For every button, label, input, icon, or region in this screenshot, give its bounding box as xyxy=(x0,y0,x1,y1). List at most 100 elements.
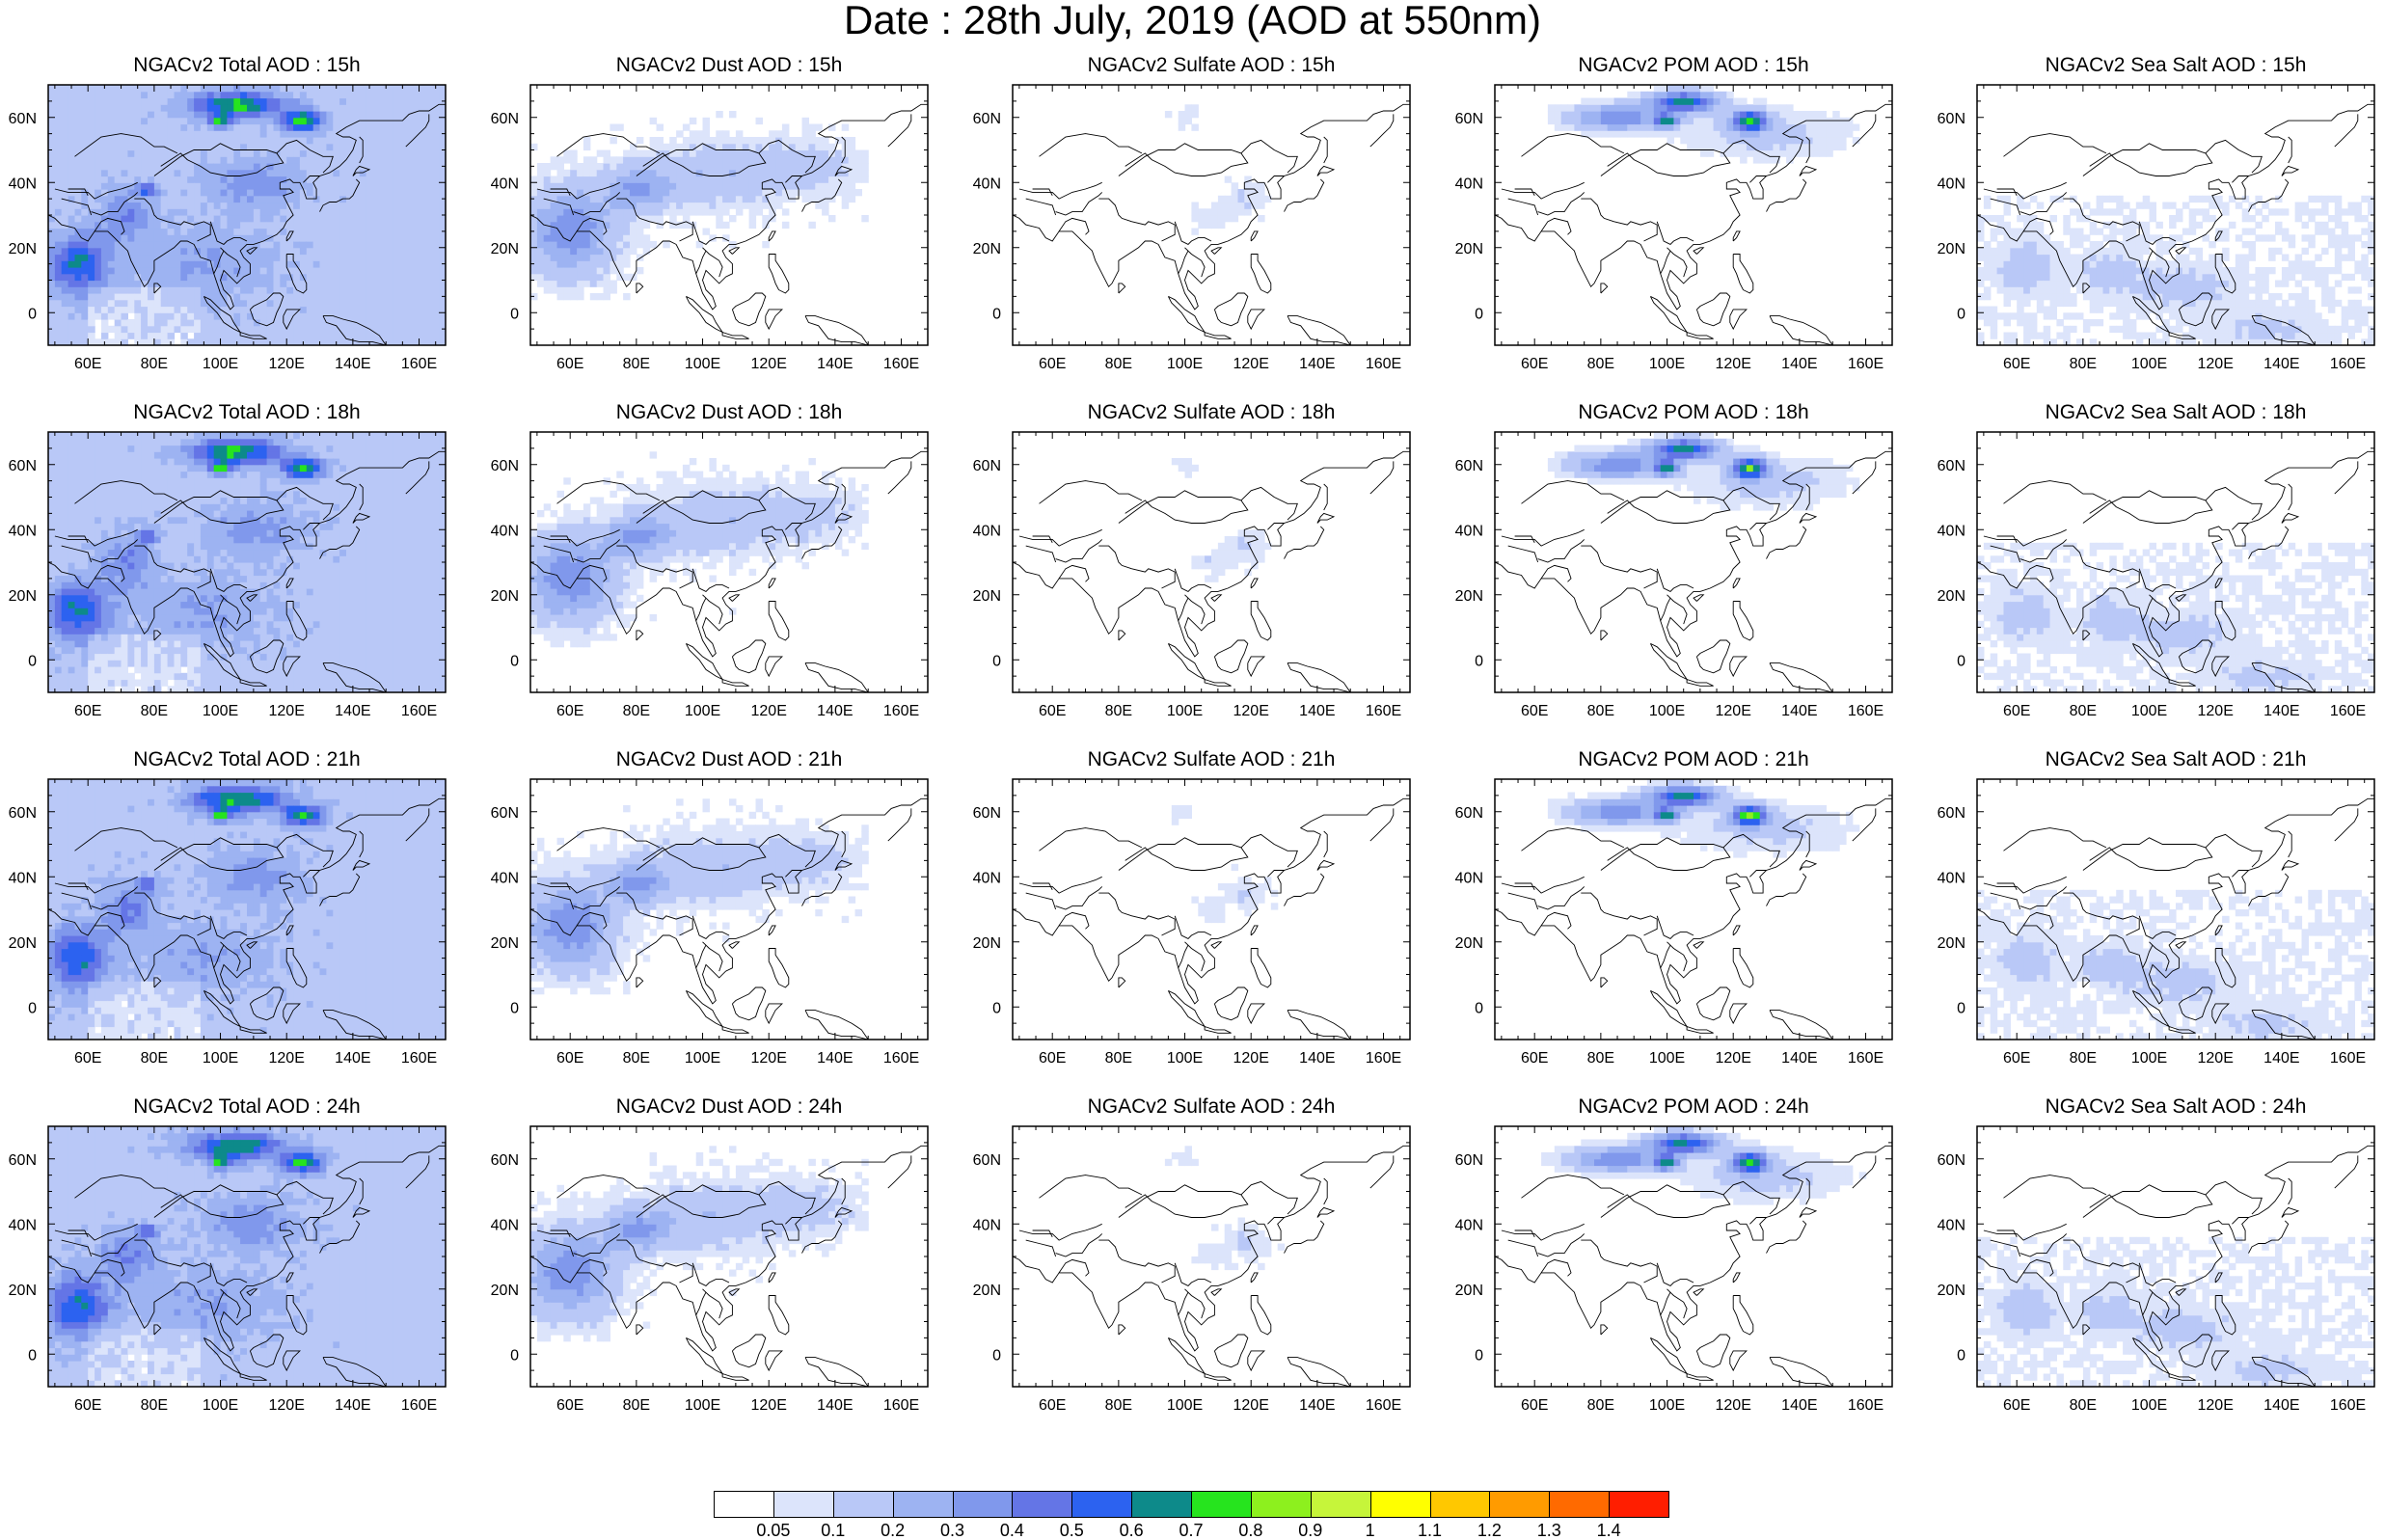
aod-cell xyxy=(386,98,393,105)
aod-cell xyxy=(762,137,770,144)
aod-cell xyxy=(425,163,433,170)
aod-cell xyxy=(320,241,328,248)
aod-cell xyxy=(1700,124,1708,131)
aod-cell xyxy=(828,176,836,183)
aod-cell xyxy=(108,85,116,92)
aod-cell xyxy=(1767,118,1775,124)
aod-cell xyxy=(339,300,347,307)
aod-cell xyxy=(88,248,95,255)
aod-cell xyxy=(432,312,440,319)
aod-cell xyxy=(1621,104,1629,111)
aod-cell xyxy=(346,274,354,281)
aod-cell xyxy=(650,196,658,203)
aod-cell xyxy=(168,319,176,326)
aod-cell xyxy=(267,118,275,124)
aod-cell xyxy=(187,229,195,235)
aod-cell xyxy=(1587,98,1595,105)
aod-cell xyxy=(2308,267,2316,274)
aod-cell xyxy=(141,326,149,333)
aod-cell xyxy=(1225,215,1233,222)
aod-cell xyxy=(406,176,414,183)
aod-cell xyxy=(168,130,176,137)
aod-cell xyxy=(386,281,393,287)
aod-cell xyxy=(597,241,605,248)
aod-cell xyxy=(333,248,340,255)
aod-cell xyxy=(583,260,591,267)
aod-cell xyxy=(247,144,255,150)
aod-cell xyxy=(353,229,361,235)
aod-cell xyxy=(293,208,301,215)
aod-cell xyxy=(62,208,68,215)
aod-cell xyxy=(425,241,433,248)
aod-cell xyxy=(590,241,598,248)
aod-cell xyxy=(2109,274,2117,281)
aod-cell xyxy=(148,156,155,163)
aod-cell xyxy=(267,286,275,293)
aod-cell xyxy=(563,260,571,267)
aod-cell xyxy=(180,118,188,124)
aod-cell xyxy=(115,326,122,333)
aod-cell xyxy=(2236,307,2243,313)
aod-cell xyxy=(260,150,268,157)
aod-cell xyxy=(154,234,162,241)
aod-cell xyxy=(247,137,255,144)
aod-cell xyxy=(360,176,367,183)
aod-cell xyxy=(313,241,321,248)
aod-cell xyxy=(127,307,135,313)
aod-cell xyxy=(127,104,135,111)
aod-cell xyxy=(756,208,764,215)
aod-cell xyxy=(1191,215,1199,222)
aod-cell xyxy=(1258,203,1265,209)
aod-cell xyxy=(300,150,308,157)
aod-cell xyxy=(254,255,261,261)
aod-cell xyxy=(175,176,182,183)
aod-cell xyxy=(2004,286,2012,293)
aod-cell xyxy=(822,150,829,157)
aod-cell xyxy=(2109,248,2117,255)
lon-tick-label: 80E xyxy=(623,356,650,372)
aod-cell xyxy=(201,189,208,196)
aod-cell xyxy=(2129,215,2137,222)
aod-cell xyxy=(175,267,182,274)
aod-cell xyxy=(2044,255,2051,261)
aod-cell xyxy=(280,92,287,98)
lat-tick-label: 0 xyxy=(28,306,37,322)
aod-cell xyxy=(366,222,374,229)
aod-cell xyxy=(577,267,584,274)
aod-cell xyxy=(233,248,241,255)
aod-cell xyxy=(101,255,109,261)
aod-cell xyxy=(62,118,68,124)
aod-cell xyxy=(360,300,367,307)
aod-cell xyxy=(300,98,308,105)
aod-cell xyxy=(101,118,109,124)
aod-cell xyxy=(2116,293,2124,300)
aod-cell xyxy=(1680,92,1688,98)
aod-cell xyxy=(537,281,545,287)
aod-cell xyxy=(379,124,387,131)
aod-cell xyxy=(1740,98,1748,105)
aod-cell xyxy=(88,118,95,124)
aod-cell xyxy=(2361,255,2369,261)
aod-cell xyxy=(2268,248,2276,255)
aod-cell xyxy=(2348,333,2356,339)
aod-cell xyxy=(360,203,367,209)
aod-cell xyxy=(432,300,440,307)
coastline xyxy=(769,231,775,241)
aod-cell xyxy=(1594,104,1602,111)
aod-cell xyxy=(663,156,670,163)
aod-cell xyxy=(861,150,869,157)
aod-cell xyxy=(425,255,433,261)
aod-cell xyxy=(1211,208,1219,215)
aod-cell xyxy=(1232,215,1239,222)
aod-cell xyxy=(669,203,677,209)
aod-cell xyxy=(2004,333,2012,339)
aod-cell xyxy=(2335,281,2343,287)
aod-cell xyxy=(68,260,76,267)
aod-cell xyxy=(2097,286,2104,293)
aod-cell xyxy=(300,104,308,111)
aod-cell xyxy=(373,189,381,196)
aod-cell xyxy=(690,118,697,124)
aod-cell xyxy=(2076,286,2084,293)
aod-cell xyxy=(849,137,856,144)
